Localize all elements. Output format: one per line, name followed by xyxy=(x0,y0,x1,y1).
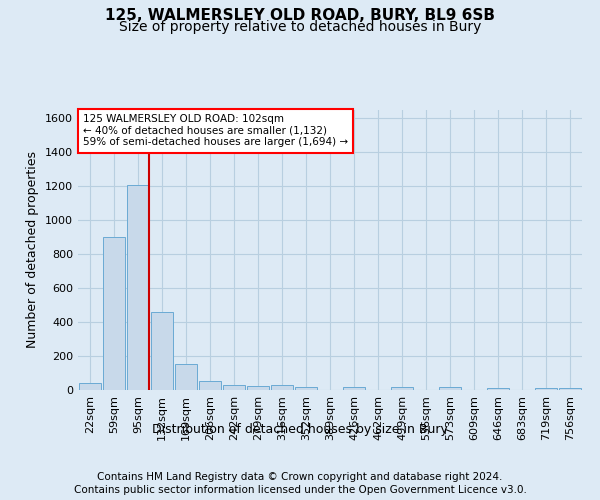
Bar xyxy=(127,184,149,390)
Bar xyxy=(391,388,413,390)
Text: Contains public sector information licensed under the Open Government Licence v3: Contains public sector information licen… xyxy=(74,485,526,495)
Bar xyxy=(79,383,101,390)
Text: 125, WALMERSLEY OLD ROAD, BURY, BL9 6SB: 125, WALMERSLEY OLD ROAD, BURY, BL9 6SB xyxy=(105,8,495,22)
Bar xyxy=(223,385,245,390)
Bar xyxy=(199,380,221,390)
Bar xyxy=(535,388,557,390)
Y-axis label: Number of detached properties: Number of detached properties xyxy=(26,152,40,348)
Bar xyxy=(559,388,581,390)
Bar xyxy=(439,388,461,390)
Text: Contains HM Land Registry data © Crown copyright and database right 2024.: Contains HM Land Registry data © Crown c… xyxy=(97,472,503,482)
Bar xyxy=(103,238,125,390)
Bar xyxy=(343,386,365,390)
Bar xyxy=(487,388,509,390)
Text: 125 WALMERSLEY OLD ROAD: 102sqm
← 40% of detached houses are smaller (1,132)
59%: 125 WALMERSLEY OLD ROAD: 102sqm ← 40% of… xyxy=(83,114,348,148)
Bar xyxy=(151,312,173,390)
Text: Size of property relative to detached houses in Bury: Size of property relative to detached ho… xyxy=(119,20,481,34)
Bar xyxy=(175,364,197,390)
Bar xyxy=(271,385,293,390)
Bar xyxy=(247,386,269,390)
Text: Distribution of detached houses by size in Bury: Distribution of detached houses by size … xyxy=(152,422,448,436)
Bar xyxy=(295,386,317,390)
